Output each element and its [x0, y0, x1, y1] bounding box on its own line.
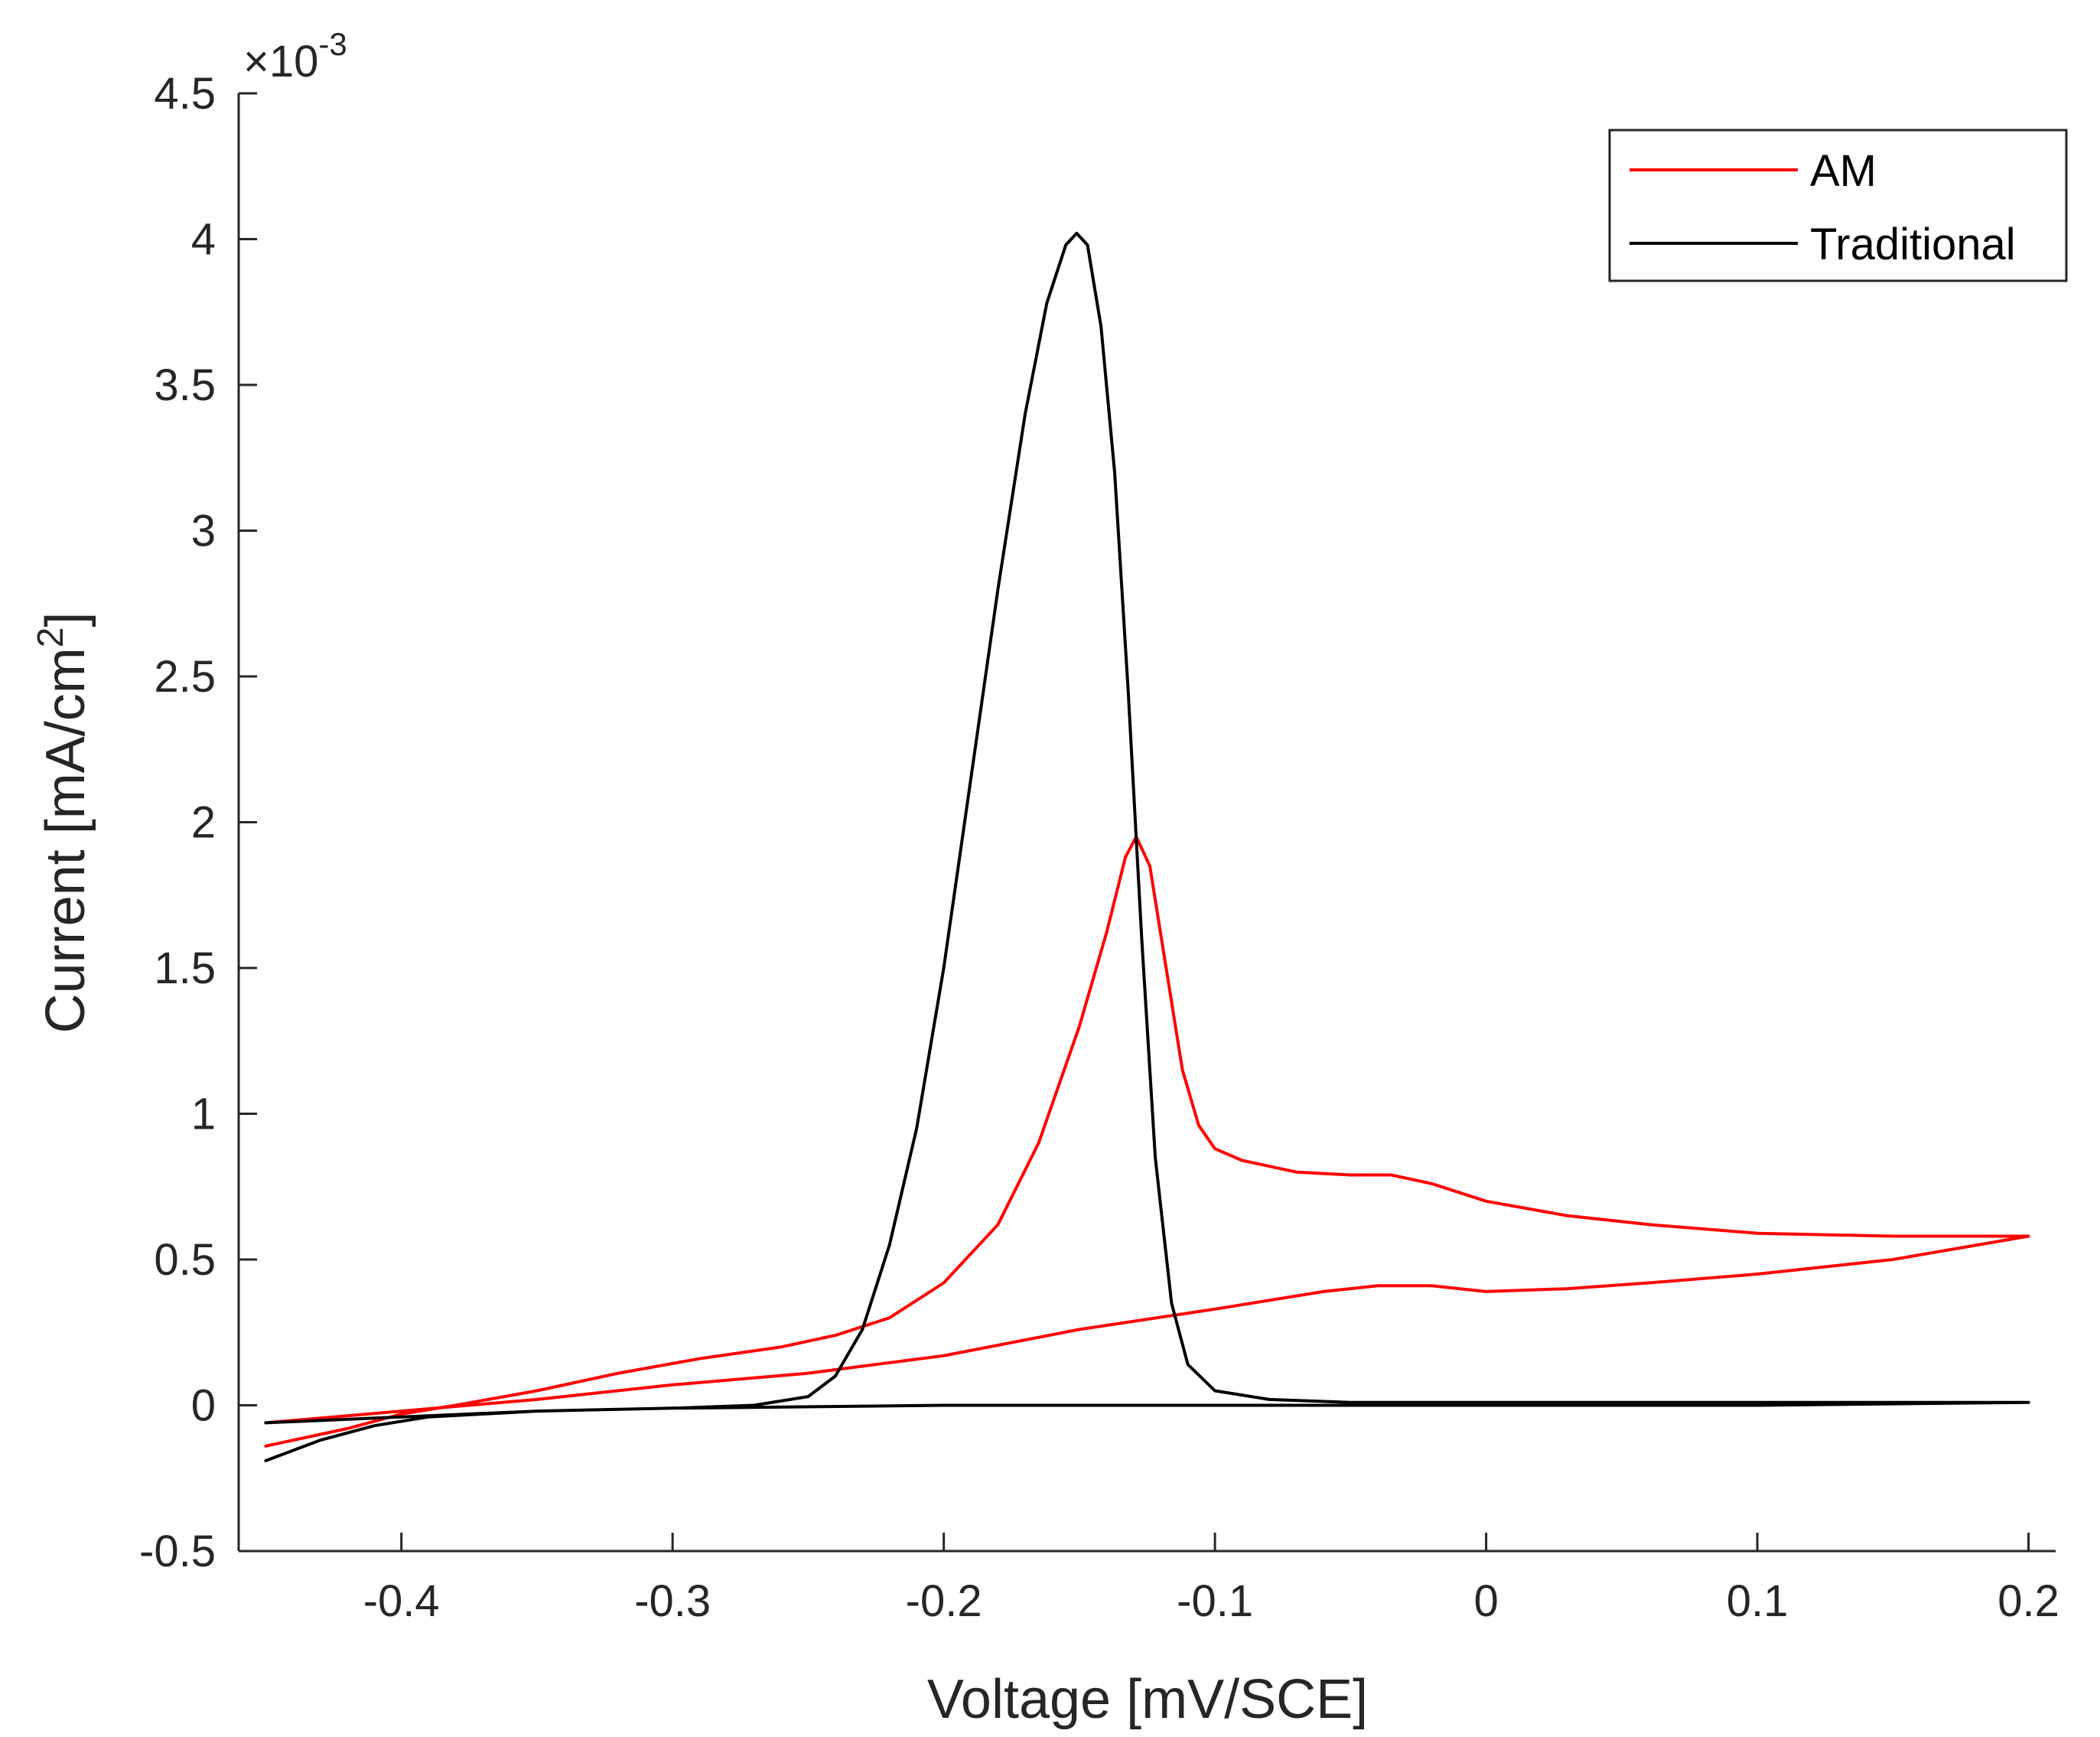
y-tick-label: 0	[191, 1381, 216, 1431]
y-tick-label: 2	[191, 798, 216, 848]
y-axis-label-sup: 2	[31, 627, 71, 648]
x-tick-label: 0	[1473, 1576, 1498, 1626]
y-tick-label: 4	[191, 215, 216, 265]
legend-label-am: AM	[1810, 146, 1877, 196]
legend-label-traditional: Traditional	[1810, 220, 2016, 269]
y-exponent-label: ×10-3	[243, 26, 347, 86]
y-axis-label-close: ]	[35, 612, 96, 627]
y-axis-label: Current [mA/cm2]	[31, 612, 96, 1034]
legend: AM Traditional	[1608, 129, 2068, 282]
y-axis-label-main: Current [mA/cm	[35, 647, 96, 1033]
y-tick-label: 2.5	[154, 652, 216, 702]
y-tick-label: -0.5	[139, 1527, 216, 1576]
axes	[237, 93, 2056, 1553]
x-tick-label: 0.1	[1727, 1576, 1789, 1626]
x-tick-label: -0.2	[906, 1576, 982, 1626]
y-tick-label: 3.5	[154, 360, 216, 410]
series-layer	[264, 231, 2030, 1462]
x-tick-label: 0.2	[1997, 1576, 2059, 1626]
y-tick-label: 1.5	[154, 943, 216, 993]
plot-area	[239, 93, 2056, 1551]
y-tick-label: 0.5	[154, 1235, 216, 1285]
x-tick-label: -0.1	[1177, 1576, 1253, 1626]
x-tick-labels: -0.4 -0.3 -0.2 -0.1 0 0.1 0.2	[363, 1576, 2059, 1626]
x-tick-label: -0.4	[363, 1576, 440, 1626]
x-axis-label: Voltage [mV/SCE]	[927, 1669, 1368, 1730]
series-line-am	[264, 835, 2030, 1448]
y-tick-label: 3	[191, 507, 216, 556]
y-exponent-prefix: ×10	[243, 37, 318, 86]
series-line-traditional	[264, 231, 2030, 1462]
y-exponent-power: -3	[318, 26, 347, 62]
y-tick-label: 1	[191, 1090, 216, 1139]
x-tick-label: -0.3	[634, 1576, 711, 1626]
y-tick-labels: -0.5 0 0.5 1 1.5 2 2.5 3 3.5 4 4.5	[139, 69, 216, 1576]
y-tick-label: 4.5	[154, 69, 216, 119]
tick-marks	[239, 92, 2030, 1553]
legend-box	[1608, 129, 2068, 282]
